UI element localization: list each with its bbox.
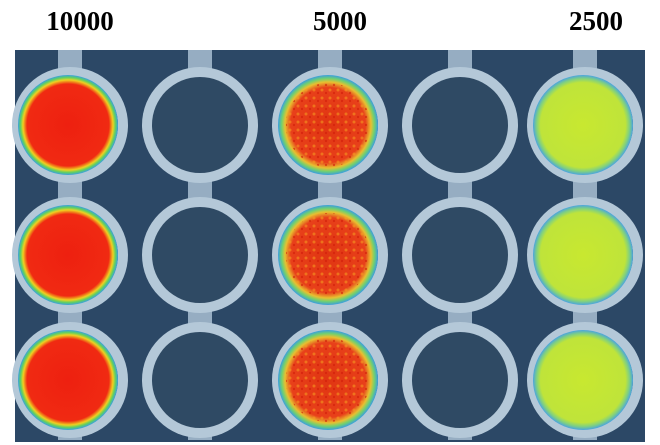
column-label: 10000 bbox=[46, 6, 114, 36]
well-grid bbox=[12, 50, 643, 440]
column-label: 2500 bbox=[569, 6, 623, 36]
well-inner bbox=[152, 332, 248, 428]
well-inner bbox=[152, 207, 248, 303]
well-speckle bbox=[286, 83, 370, 167]
well-signal bbox=[533, 205, 633, 305]
well-speckle bbox=[286, 213, 370, 297]
well-inner bbox=[412, 207, 508, 303]
well-inner bbox=[412, 332, 508, 428]
well-inner bbox=[152, 77, 248, 173]
well-inner bbox=[412, 77, 508, 173]
well-signal bbox=[533, 75, 633, 175]
well-speckle bbox=[286, 338, 370, 422]
well-signal bbox=[18, 205, 118, 305]
well-signal bbox=[533, 330, 633, 430]
column-label: 5000 bbox=[313, 6, 367, 36]
well-signal bbox=[18, 330, 118, 430]
well-signal bbox=[18, 75, 118, 175]
